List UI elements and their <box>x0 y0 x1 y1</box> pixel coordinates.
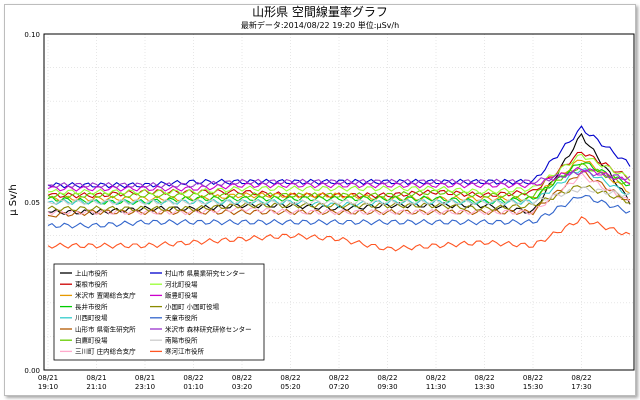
series-line <box>47 153 631 196</box>
legend-box <box>53 263 265 361</box>
legend-entry: 村山市 県農業研究センター <box>165 268 245 277</box>
x-tick-label: 05:20 <box>280 383 300 391</box>
series-line <box>47 125 631 189</box>
x-tick-label: 07:20 <box>329 383 349 391</box>
series-line <box>47 216 631 252</box>
x-tick-label: 08/21 <box>135 374 155 382</box>
legend-entry: 東根市役所 <box>75 280 108 289</box>
x-tick-label: 11:30 <box>426 383 446 391</box>
tick-layer: 08/2119:1008/2121:1008/2123:1008/2201:10… <box>24 31 591 391</box>
x-tick-label: 08/22 <box>377 374 397 382</box>
x-tick-label: 08/22 <box>183 374 203 382</box>
x-tick-label: 17:30 <box>571 383 591 391</box>
x-tick-label: 09:30 <box>377 383 397 391</box>
x-tick-label: 08/22 <box>571 374 591 382</box>
x-tick-label: 08/21 <box>86 374 106 382</box>
x-tick-label: 08/22 <box>329 374 349 382</box>
x-tick-label: 03:20 <box>232 383 252 391</box>
legend-entry: 川西町役場 <box>75 313 108 322</box>
y-tick-label: 0.05 <box>24 199 40 207</box>
series-line <box>47 162 631 206</box>
x-tick-label: 08/22 <box>426 374 446 382</box>
series-line <box>47 186 631 206</box>
legend-entry: 飯豊町役場 <box>165 291 198 300</box>
series-layer <box>47 125 631 252</box>
series-line <box>47 132 631 216</box>
legend-entry: 寒河江市役所 <box>165 347 205 356</box>
y-axis-label: μ Sv/h <box>8 184 19 216</box>
plot-border <box>43 33 635 371</box>
x-tick-label: 21:10 <box>86 383 106 391</box>
legend-entry: 河北町役場 <box>165 280 198 289</box>
x-tick-label: 15:30 <box>523 383 543 391</box>
legend-entry: 三川町 庄内総合支庁 <box>75 347 136 356</box>
x-tick-label: 08/22 <box>232 374 252 382</box>
legend-entry: 山形市 県衛生研究所 <box>75 324 136 333</box>
legend-entry: 小国町 小国町役場 <box>165 302 220 311</box>
x-tick-label: 13:30 <box>474 383 494 391</box>
x-tick-label: 08/22 <box>474 374 494 382</box>
x-tick-label: 08/22 <box>523 374 543 382</box>
chart-subtitle: 最新データ:2014/08/22 19:20 単位:μSv/h <box>241 20 399 30</box>
series-line <box>47 169 631 189</box>
x-tick-label: 19:10 <box>38 383 58 391</box>
chart-title: 山形県 空間線量率グラフ <box>252 4 388 19</box>
y-tick-label: 0.10 <box>24 31 40 39</box>
series-line <box>47 171 631 218</box>
x-tick-label: 01:10 <box>183 383 203 391</box>
series-line <box>47 194 631 229</box>
legend-entry: 白鷹町役場 <box>75 336 108 345</box>
legend-entry: 米沢市 置賜総合支庁 <box>75 291 136 300</box>
series-line <box>47 171 631 216</box>
legend-entry: 上山市役所 <box>75 268 108 277</box>
x-tick-label: 08/21 <box>38 374 58 382</box>
legend-entry: 南陽市役所 <box>165 336 198 345</box>
legend-entry: 長井市役所 <box>75 302 108 311</box>
legend-entry: 米沢市 森林研究研修センター <box>165 324 252 333</box>
x-tick-label: 23:10 <box>135 383 155 391</box>
x-tick-label: 08/22 <box>280 374 300 382</box>
series-line <box>47 166 631 192</box>
y-tick-label: 0.00 <box>24 367 40 375</box>
series-line <box>47 162 631 199</box>
legend-entry: 天童市役所 <box>165 313 198 322</box>
